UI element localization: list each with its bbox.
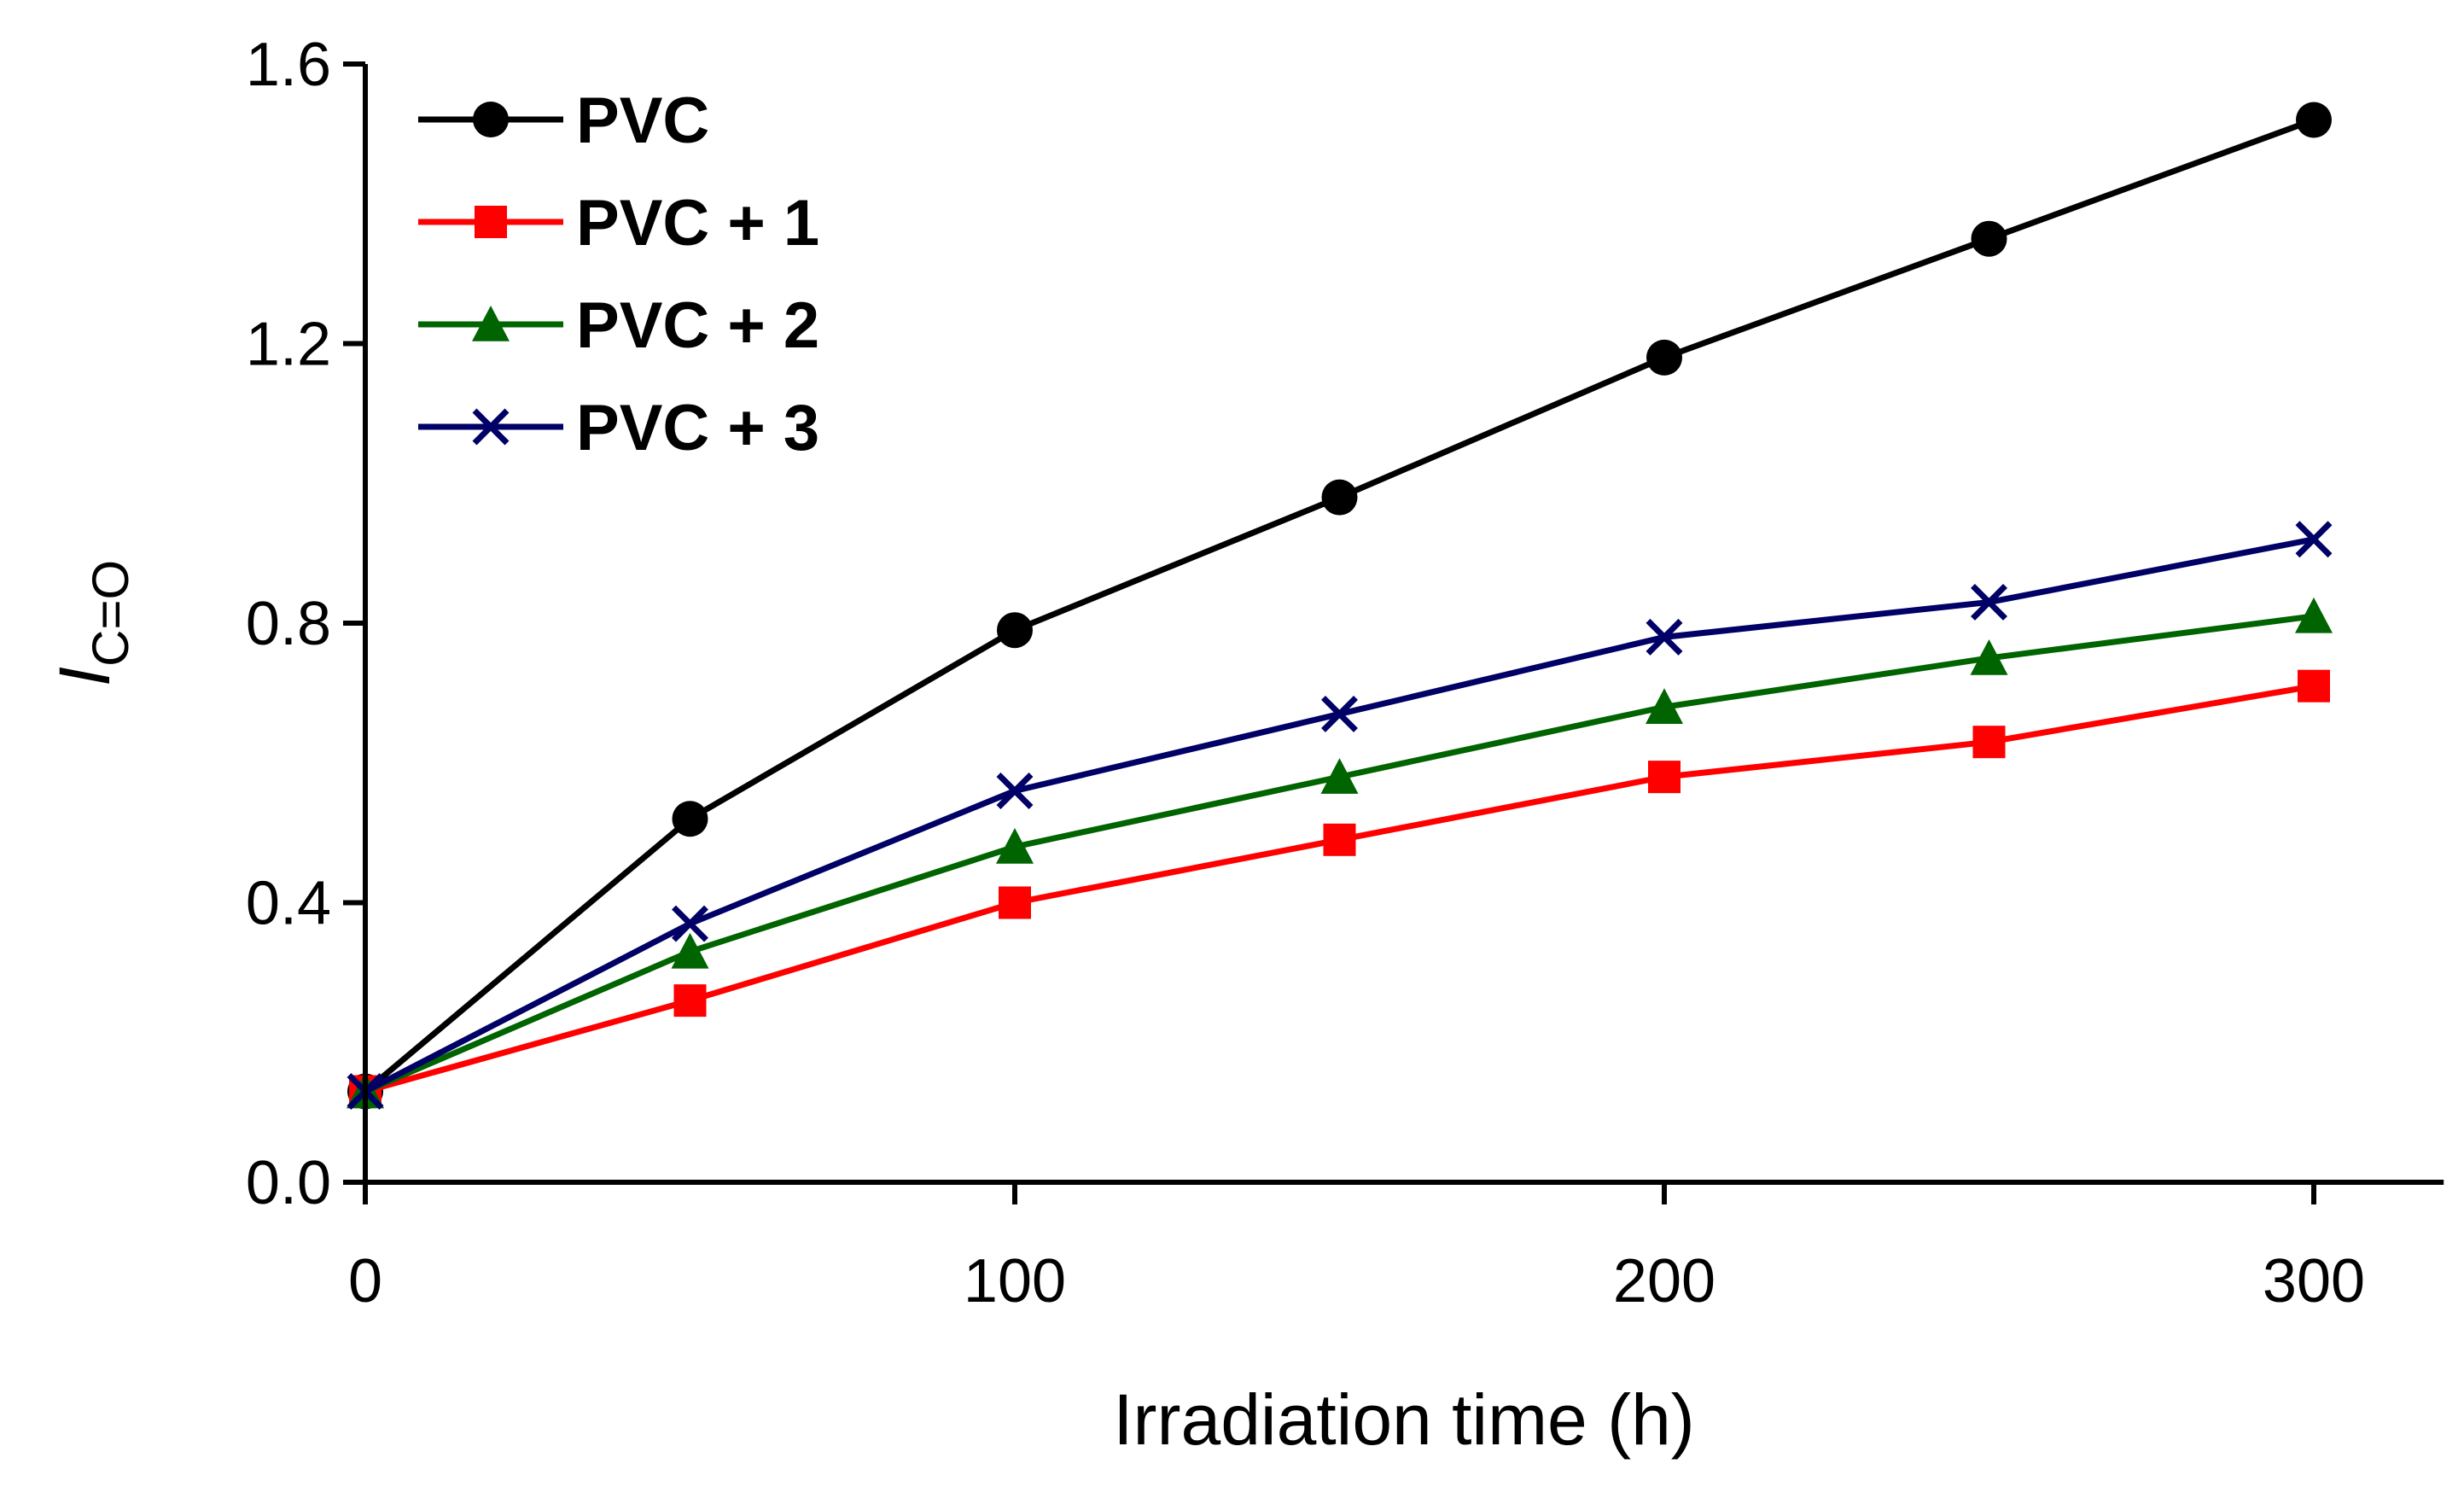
data-point (999, 886, 1031, 919)
series-line (364, 683, 2315, 1094)
plot-area (347, 102, 2333, 1111)
x-tick-label: 300 (2263, 1247, 2365, 1315)
series-pvc-1 (349, 669, 2330, 1108)
y-axis-title-subscript: C=O (82, 560, 139, 667)
y-axis-title-main: I (44, 667, 125, 686)
legend-marker (473, 102, 509, 137)
y-tick-label: 0.4 (246, 870, 331, 938)
data-point (1646, 339, 1682, 376)
data-point (2295, 597, 2333, 633)
legend-label: PVC + 2 (576, 289, 819, 362)
data-point (672, 801, 708, 837)
data-point (2296, 102, 2332, 138)
data-point (1971, 583, 2007, 621)
legend-marker (475, 206, 507, 238)
y-tick-label: 0.0 (246, 1149, 331, 1217)
legend-label: PVC + 3 (576, 392, 819, 464)
data-point (1971, 220, 2007, 257)
data-point (1972, 726, 2006, 759)
legend-item: PVC + 3 (418, 392, 819, 464)
y-tick-label: 0.8 (246, 590, 331, 658)
axes: 0.0 0.4 0.8 1.2 1.6 0 100 200 300 (246, 31, 2444, 1315)
y-tick-label: 1.2 (246, 311, 331, 379)
data-point (672, 905, 708, 942)
legend-marker (472, 306, 510, 341)
data-point (996, 828, 1034, 864)
data-point (1321, 695, 1358, 732)
legend: PVC PVC + 1 PVC + 2 PVC + 3 (418, 85, 819, 464)
data-point (996, 773, 1034, 809)
x-tick-label: 200 (1613, 1247, 1715, 1315)
legend-label: PVC (576, 85, 709, 157)
series-pvc-3 (347, 521, 2333, 1111)
x-tick-label: 100 (964, 1247, 1066, 1315)
data-point (1646, 688, 1683, 725)
data-point (1648, 761, 1681, 794)
data-point (2298, 669, 2330, 703)
data-point (1323, 823, 1356, 856)
data-point (997, 612, 1033, 649)
data-point (2295, 521, 2333, 558)
legend-item: PVC + 2 (418, 289, 819, 362)
data-point (1321, 479, 1358, 516)
data-point (1970, 639, 2008, 675)
series-line (363, 117, 2315, 1094)
legend-marker (472, 408, 510, 446)
legend-item: PVC + 1 (418, 187, 819, 259)
data-point (1646, 618, 1683, 656)
data-point (671, 932, 709, 969)
legend-label: PVC + 1 (576, 187, 819, 259)
y-axis-title: IC=O (44, 560, 139, 686)
data-point (1320, 758, 1359, 794)
legend-item: PVC (418, 85, 709, 157)
x-tick-label: 0 (348, 1247, 382, 1315)
series-pvc (347, 102, 2332, 1110)
data-point (673, 984, 707, 1018)
y-tick-label: 1.6 (246, 31, 331, 99)
x-axis-title: Irradiation time (h) (1113, 1379, 1695, 1460)
